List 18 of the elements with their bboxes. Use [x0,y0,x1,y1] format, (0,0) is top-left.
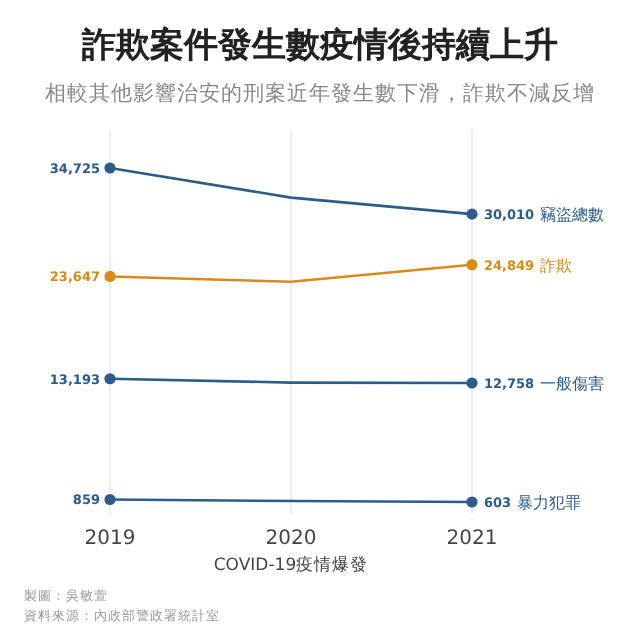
text: 竊盜總數 [540,206,605,225]
point [466,259,478,271]
text: 暴力犯罪 [517,494,582,512]
chart-subtitle: 相較其他影響治安的刑案近年發生數下滑，詐欺不減反增 [45,80,595,106]
x-tick-label: 2019 [84,528,136,550]
point [104,373,116,385]
text: COVID-19疫情爆發 [213,554,369,576]
point [466,496,478,508]
chart-title: 詐欺案件發生數疫情後持續上升 [80,24,558,66]
text: 一般傷害 [540,375,605,394]
point [104,270,116,283]
point [104,493,116,506]
point [466,377,478,389]
point [104,162,116,174]
text: 詐欺 [540,256,573,275]
point [466,208,478,220]
x-tick-label: 2020 [265,528,317,550]
x-tick-label: 2021 [446,528,498,550]
